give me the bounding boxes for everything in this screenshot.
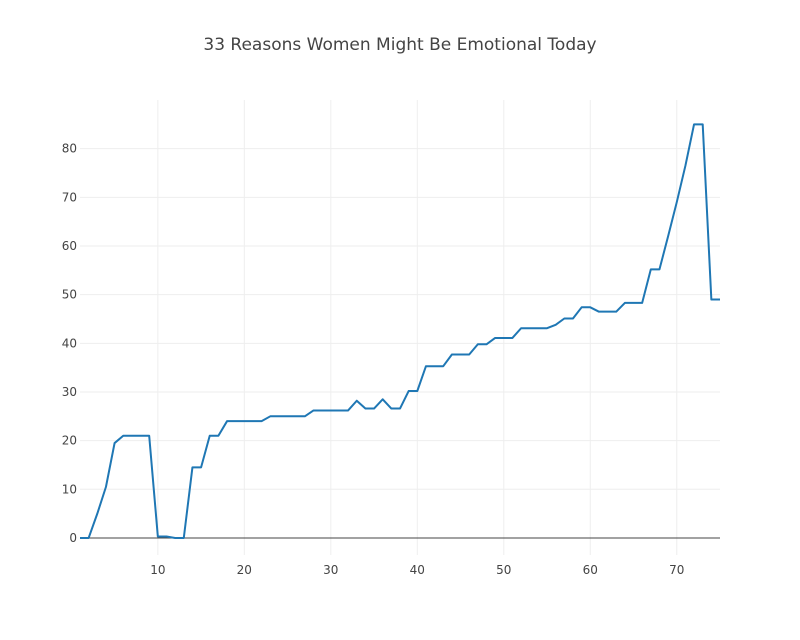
gridlines bbox=[80, 100, 720, 555]
x-tick-label: 30 bbox=[323, 563, 338, 577]
series-line-1 bbox=[80, 123, 720, 539]
y-axis-ticks: 0 10 20 30 40 50 60 70 80 bbox=[62, 142, 77, 545]
series-layer bbox=[80, 123, 720, 539]
y-tick-label: 70 bbox=[62, 190, 77, 204]
y-tick-label: 20 bbox=[62, 434, 77, 448]
y-tick-label: 30 bbox=[62, 385, 77, 399]
x-tick-label: 70 bbox=[669, 563, 684, 577]
y-tick-label: 40 bbox=[62, 336, 77, 350]
x-tick-label: 20 bbox=[237, 563, 252, 577]
y-tick-label: 10 bbox=[62, 482, 77, 496]
chart-title: 33 Reasons Women Might Be Emotional Toda… bbox=[203, 35, 596, 55]
x-tick-label: 40 bbox=[410, 563, 425, 577]
x-axis-ticks: 10 20 30 40 50 60 70 bbox=[150, 563, 684, 577]
x-tick-label: 60 bbox=[583, 563, 598, 577]
x-tick-label: 10 bbox=[150, 563, 165, 577]
y-tick-label: 0 bbox=[69, 531, 77, 545]
x-tick-label: 50 bbox=[496, 563, 511, 577]
y-tick-label: 80 bbox=[62, 142, 77, 156]
y-tick-label: 50 bbox=[62, 288, 77, 302]
y-tick-label: 60 bbox=[62, 239, 77, 253]
